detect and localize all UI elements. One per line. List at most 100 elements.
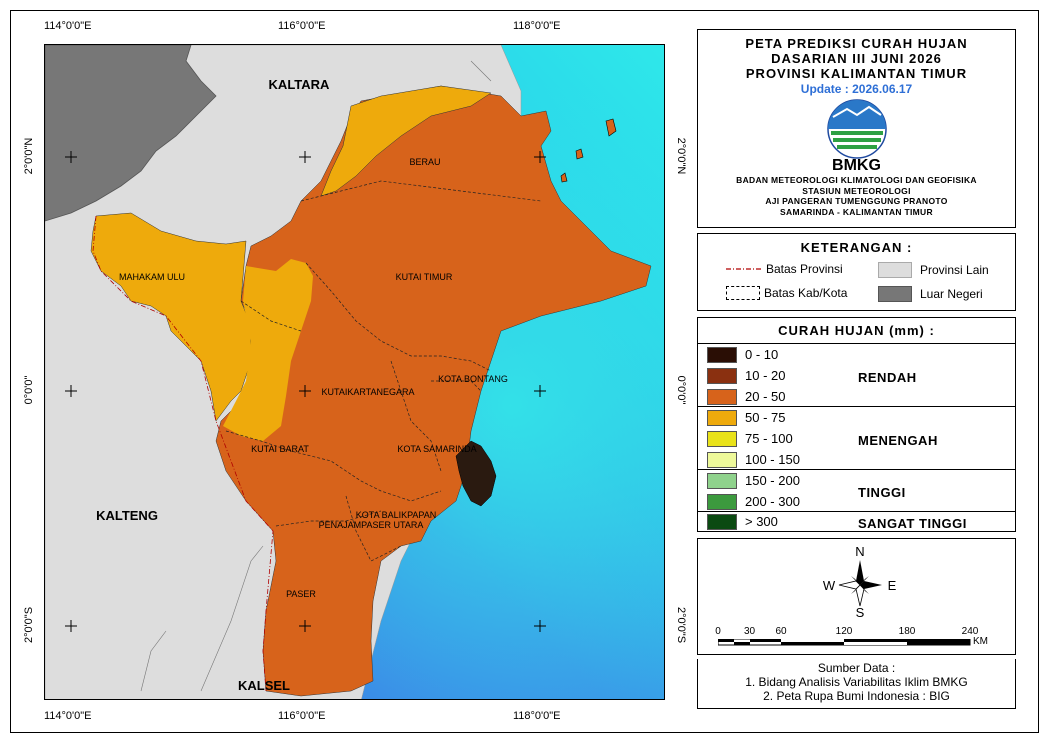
label-kutai-kartanegara: KUTAIKARTANEGARA	[321, 387, 414, 397]
legend-luar-negeri: Luar Negeri	[878, 286, 983, 302]
label-kaltara: KALTARA	[269, 77, 331, 92]
map-title-line3: PROVINSI KALIMANTAN TIMUR	[745, 66, 968, 81]
legend-batas-kab-label: Batas Kab/Kota	[764, 286, 848, 300]
rain-class-swatch	[707, 472, 737, 489]
coord-bottom-114: 114°0'0"E	[44, 710, 92, 722]
coord-left-0: 0°0'0"	[23, 375, 35, 405]
compass-scale-panel: N S W E 0 30 60 120 180 240 KM	[697, 538, 1016, 655]
category-sangat-tinggi: SANGAT TINGGI	[858, 516, 967, 531]
legend-batas-provinsi: Batas Provinsi	[726, 262, 843, 276]
other-province-swatch	[878, 262, 912, 278]
rain-class-label: 50 - 75	[745, 410, 786, 425]
category-rendah: RENDAH	[858, 370, 917, 385]
rain-class-label: 10 - 20	[745, 368, 786, 383]
foreign-country-swatch	[878, 286, 912, 302]
label-kutai-barat: KUTAI BARAT	[251, 444, 309, 454]
scale-tick-label: 120	[835, 626, 853, 637]
curah-hujan-panel: CURAH HUJAN (mm) : 0 - 10 10 - 20 20 - 50 5…	[697, 317, 1016, 532]
rain-class-label: 20 - 50	[745, 389, 786, 404]
rain-class-swatch	[707, 409, 737, 426]
scale-bar	[718, 639, 971, 646]
map-frame	[10, 10, 1039, 733]
rain-class-row: 100 - 150	[698, 449, 828, 470]
rain-class-row: 200 - 300	[698, 491, 828, 512]
coord-right-2n: 2°0'0"N	[675, 137, 687, 175]
keterangan-panel: KETERANGAN : Batas Provinsi Batas Kab/Ko…	[697, 233, 1016, 311]
coord-left-2s: 2°0'0"S	[23, 606, 35, 644]
foreign-country-area	[45, 45, 217, 222]
rain-class-swatch	[707, 388, 737, 405]
institution-line3: AJI PANGERAN TUMENGGUNG PRANOTO	[765, 196, 948, 206]
rain-class-swatch	[707, 513, 737, 530]
scale-tick-label: 180	[898, 626, 916, 637]
map-canvas[interactable]: KALTARA KALTENG KALSEL BERAU MAHAKAM ULU…	[44, 44, 665, 700]
regency-boundary-icon	[726, 286, 760, 300]
coord-top-116: 116°0'0"E	[278, 20, 326, 32]
rain-50-75-east-mahakam	[223, 259, 313, 441]
institution-line4: SAMARINDA - KALIMANTAN TIMUR	[780, 206, 933, 217]
rain-50-75-mahakam	[90, 212, 252, 422]
map-title-line1: PETA PREDIKSI CURAH HUJAN	[745, 36, 968, 51]
curah-hujan-title: CURAH HUJAN (mm) :	[698, 323, 1015, 344]
label-kalteng: KALTENG	[96, 508, 158, 523]
institution-line2: STASIUN METEOROLOGI	[802, 185, 911, 196]
rain-class-swatch	[707, 367, 737, 384]
category-menengah: MENENGAH	[858, 433, 938, 448]
source-panel: Sumber Data : 1. Bidang Analisis Variabi…	[697, 659, 1016, 709]
compass-s: S	[856, 605, 865, 619]
rain-class-swatch	[707, 430, 737, 447]
bmkg-logo-text: BMKG	[832, 157, 881, 174]
rain-class-row: 10 - 20	[698, 365, 828, 386]
rain-20-50-area	[215, 85, 652, 697]
rain-class-row: 75 - 100	[698, 428, 828, 449]
label-kota-bontang: KOTA BONTANG	[438, 374, 508, 384]
rain-class-row: 50 - 75	[698, 407, 828, 428]
coord-right-2s: 2°0'0"S	[675, 606, 687, 644]
rain-class-swatch	[707, 346, 737, 363]
keterangan-title: KETERANGAN :	[800, 240, 913, 255]
label-penajam-paser-utara: PENAJAMPASER UTARA	[319, 520, 424, 530]
label-berau: BERAU	[409, 157, 440, 167]
rain-class-label: 0 - 10	[745, 347, 779, 362]
scale-tick-label: 30	[743, 626, 756, 637]
scale-tick-label: 0	[715, 626, 721, 637]
coord-top-114: 114°0'0"E	[44, 20, 92, 32]
label-kota-balikpapan: KOTA BALIKPAPAN	[356, 510, 437, 520]
rain-class-label: 150 - 200	[745, 473, 800, 488]
rain-class-swatch	[707, 451, 737, 468]
rain-class-label: 100 - 150	[745, 452, 800, 467]
rain-class-swatch	[707, 493, 737, 510]
legend-provinsi-lain: Provinsi Lain	[878, 262, 989, 278]
institution-line1: BADAN METEOROLOGI KLIMATOLOGI DAN GEOFIS…	[736, 175, 977, 185]
coord-bottom-118: 118°0'0"E	[513, 710, 561, 722]
rain-class-row: 150 - 200	[698, 470, 828, 491]
label-kalsel: KALSEL	[238, 678, 290, 693]
legend-batas-provinsi-label: Batas Provinsi	[766, 262, 843, 276]
compass-w: W	[823, 578, 836, 593]
scale-unit: KM	[973, 636, 988, 647]
category-tinggi: TINGGI	[858, 485, 906, 500]
rain-class-label: > 300	[745, 514, 778, 529]
source-line2: 2. Peta Rupa Bumi Indonesia : BIG	[763, 689, 950, 703]
update-date: Update : 2026.06.17	[800, 82, 913, 96]
province-line-icon	[726, 268, 762, 270]
label-paser: PASER	[286, 589, 316, 599]
rain-class-row: > 300	[698, 511, 828, 532]
label-mahakam-ulu: MAHAKAM ULU	[119, 272, 185, 282]
title-panel: PETA PREDIKSI CURAH HUJAN DASARIAN III J…	[697, 29, 1016, 228]
compass-rose-icon: N S W E	[823, 544, 897, 619]
map-title-line2: DASARIAN III JUNI 2026	[771, 51, 942, 66]
scale-tick-label: 60	[775, 626, 787, 637]
compass-e: E	[888, 578, 897, 593]
legend-luar-negeri-label: Luar Negeri	[920, 287, 983, 301]
coord-top-118: 118°0'0"E	[513, 20, 561, 32]
legend-provinsi-lain-label: Provinsi Lain	[920, 263, 989, 277]
rain-class-row: 0 - 10	[698, 344, 828, 365]
bmkg-logo	[826, 99, 887, 159]
coord-bottom-116: 116°0'0"E	[278, 710, 326, 722]
compass-n: N	[855, 544, 864, 559]
rain-class-label: 75 - 100	[745, 431, 793, 446]
rain-class-label: 200 - 300	[745, 494, 800, 509]
coord-left-2n: 2°0'0"N	[23, 137, 35, 175]
label-kutai-timur: KUTAI TIMUR	[396, 272, 453, 282]
